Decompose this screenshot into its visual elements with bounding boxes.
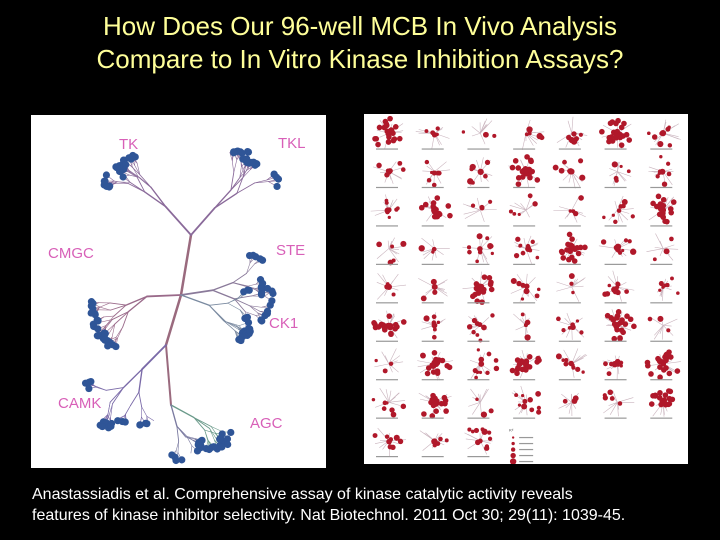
inhibitor-cell	[646, 119, 681, 150]
family-label-agc: AGC	[250, 415, 283, 432]
inhibitor-cell	[604, 161, 632, 189]
inhibitor-cell	[556, 116, 588, 150]
inhibitor-cell	[461, 118, 497, 150]
family-label-ste: STE	[276, 242, 305, 259]
inhibitor-cell	[648, 155, 674, 189]
inhibitor-cell	[556, 273, 586, 304]
slide-title-line-2: Compare to In Vitro Kinase Inhibition As…	[96, 44, 624, 74]
inhibitor-cell	[509, 349, 542, 381]
kinome-tree-dots	[81, 147, 283, 465]
inhibitor-cell	[418, 195, 453, 227]
inhibitor-cell	[552, 158, 586, 189]
inhibitor-cell	[513, 312, 536, 342]
inhibitor-cell	[462, 271, 495, 305]
inhibitor-cell	[508, 193, 538, 227]
slide-title: How Does Our 96-well MCB In Vivo Analysi…	[0, 10, 720, 76]
family-label-tkl: TKL	[278, 135, 306, 152]
citation-caption: Anastassiadis et al. Comprehensive assay…	[32, 484, 712, 526]
family-label-cmgc: CMGC	[48, 245, 94, 262]
inhibitor-cell	[510, 273, 541, 304]
inhibitor-cell	[513, 235, 540, 265]
inhibitor-cell	[604, 309, 637, 342]
inhibitor-cell	[372, 427, 407, 458]
inhibitor-cell	[553, 195, 586, 227]
citation-line-1: Anastassiadis et al. Comprehensive assay…	[32, 486, 573, 503]
inhibitor-cell	[374, 348, 404, 381]
legend-header: Kᵈ	[509, 428, 514, 433]
inhibitor-cell	[418, 392, 452, 419]
inhibitor-cell	[370, 194, 400, 227]
inhibitor-cell	[648, 388, 676, 419]
inhibitor-cell	[462, 197, 497, 227]
inhibitor-cell	[650, 276, 680, 304]
inhibitor-cell	[467, 157, 493, 189]
inhibitor-cell	[415, 126, 450, 150]
inhibitor-cell	[647, 315, 678, 342]
inhibitor-cell	[555, 348, 588, 381]
inhibitor-cell	[598, 238, 637, 265]
citation-line-2: features of kinase inhibitor selectivity…	[32, 507, 626, 524]
inhibitor-cell	[421, 312, 446, 342]
inhibitor-cell	[462, 233, 494, 265]
inhibitor-cell	[646, 233, 679, 265]
inhibitor-cell	[558, 392, 581, 419]
slide-title-line-1: How Does Our 96-well MCB In Vivo Analysi…	[103, 11, 617, 41]
inhibitor-cell	[417, 350, 454, 381]
inhibitor-cell	[558, 231, 588, 265]
inhibitor-cell	[418, 237, 450, 265]
inhibitor-cell	[602, 389, 635, 419]
inhibitor-cell	[602, 355, 627, 381]
concentration-legend: Kᵈ	[509, 428, 534, 464]
inhibitor-cell	[376, 237, 407, 266]
inhibitor-cell	[466, 313, 495, 343]
inhibitor-profile-grid: Kᵈ	[364, 114, 688, 464]
inhibitor-cell	[648, 193, 677, 227]
inhibitor-cell	[464, 427, 493, 458]
inhibitor-cell	[376, 273, 407, 304]
inhibitor-cell	[467, 348, 500, 381]
inhibitor-cell	[421, 159, 451, 189]
inhibitor-cell	[602, 195, 635, 227]
inhibitor-cell	[371, 310, 407, 342]
inhibitor-cell	[556, 313, 585, 342]
inhibitor-cell	[644, 349, 681, 381]
inhibitor-cell	[599, 117, 633, 150]
family-label-tk: TK	[119, 136, 138, 153]
family-label-ck1: CK1	[269, 315, 298, 332]
kinome-tree-figure: TK TKL CMGC STE CK1 CAMK AGC	[31, 115, 326, 468]
inhibitor-cell	[513, 119, 545, 151]
kinome-tree-svg: TK TKL CMGC STE CK1 CAMK AGC	[48, 135, 306, 465]
inhibitor-cell	[418, 278, 448, 304]
inhibitor-cell	[419, 430, 449, 458]
inhibitor-cell	[602, 270, 635, 304]
inhibitor-cell	[508, 154, 541, 189]
inhibitor-cell	[373, 160, 406, 189]
inhibitor-cell	[372, 115, 404, 150]
inhibitor-cell	[467, 388, 494, 419]
family-label-camk: CAMK	[58, 395, 101, 412]
inhibitor-cell	[511, 385, 542, 419]
inhibitor-profile-grid-svg: Kᵈ	[370, 115, 681, 464]
inhibitor-cell	[371, 387, 407, 419]
